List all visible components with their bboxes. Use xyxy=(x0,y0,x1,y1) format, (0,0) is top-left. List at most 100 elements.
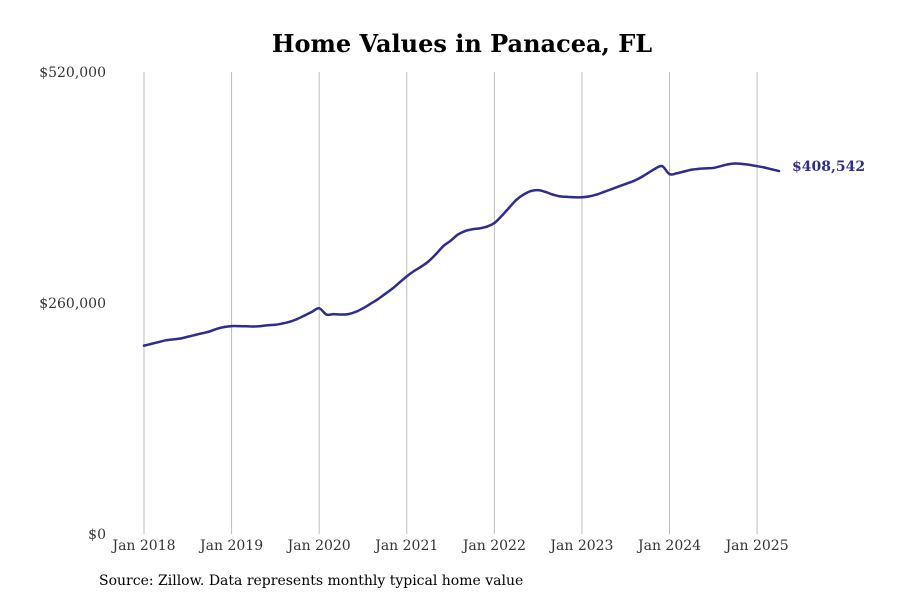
data-point xyxy=(690,168,693,171)
source-note: Source: Zillow. Data represents monthly … xyxy=(99,573,524,589)
data-point xyxy=(770,168,773,171)
data-point xyxy=(179,337,182,340)
data-point xyxy=(653,167,657,171)
data-point xyxy=(712,166,715,170)
data-point xyxy=(442,244,445,248)
data-point xyxy=(536,188,540,192)
data-point xyxy=(347,312,350,316)
data-point xyxy=(463,229,467,233)
gridlines xyxy=(143,72,758,534)
data-point xyxy=(485,225,489,228)
data-point xyxy=(661,164,664,168)
data-point xyxy=(157,340,160,344)
x-tick-label: Jan 2019 xyxy=(198,538,263,554)
data-point xyxy=(449,239,452,243)
data-point xyxy=(456,233,460,236)
data-point xyxy=(266,324,270,327)
data-point xyxy=(507,206,511,210)
data-point xyxy=(515,198,518,202)
data-point xyxy=(172,338,175,341)
data-point xyxy=(609,188,613,191)
end-value-label: $408,542 xyxy=(792,159,865,175)
data-point xyxy=(704,167,708,170)
data-point xyxy=(420,265,423,268)
data-point xyxy=(259,324,262,328)
data-point xyxy=(624,182,627,186)
x-tick-label: Jan 2021 xyxy=(373,538,438,554)
data-point xyxy=(675,172,679,175)
series-points xyxy=(142,162,781,347)
y-axis-ticks: $0 $260,000 $520,000 xyxy=(39,65,106,543)
data-point xyxy=(763,166,766,169)
data-point xyxy=(529,189,533,193)
data-point xyxy=(376,298,379,301)
data-point xyxy=(193,333,197,337)
data-point xyxy=(274,323,277,326)
data-point xyxy=(296,317,299,321)
data-point xyxy=(201,332,204,335)
data-point xyxy=(595,193,598,196)
data-point xyxy=(726,163,730,166)
data-point xyxy=(361,307,365,310)
x-axis-ticks: Jan 2018 Jan 2019 Jan 2020 Jan 2021 Jan 2022… xyxy=(110,538,788,554)
data-point xyxy=(252,325,255,328)
data-point xyxy=(383,292,387,296)
data-point xyxy=(522,193,525,196)
data-point xyxy=(369,302,372,306)
data-point xyxy=(237,324,241,328)
data-point xyxy=(631,180,635,183)
x-tick-label: Jan 2022 xyxy=(461,538,526,554)
y-tick-label: $260,000 xyxy=(39,296,106,312)
data-point xyxy=(741,162,744,166)
data-point xyxy=(412,269,416,273)
data-point xyxy=(617,185,620,188)
data-point xyxy=(682,170,686,173)
data-point xyxy=(639,176,642,179)
data-point xyxy=(551,193,554,196)
data-point xyxy=(317,307,321,310)
data-point xyxy=(588,195,591,198)
data-point xyxy=(281,322,284,325)
data-point xyxy=(777,169,781,173)
data-point xyxy=(734,162,737,165)
x-tick-label: Jan 2025 xyxy=(724,538,789,554)
data-point xyxy=(755,164,759,168)
data-point xyxy=(493,221,496,225)
data-point xyxy=(208,330,211,333)
data-point xyxy=(325,313,328,316)
data-point xyxy=(288,320,292,323)
data-point xyxy=(471,228,474,231)
data-point xyxy=(668,172,671,176)
data-point xyxy=(697,167,700,171)
data-point xyxy=(558,195,562,198)
chart-title: Home Values in Panacea, FL xyxy=(272,29,652,58)
data-point xyxy=(580,196,584,199)
x-tick-label: Jan 2018 xyxy=(110,538,175,554)
y-tick-label: $0 xyxy=(88,527,106,543)
data-point xyxy=(244,325,248,328)
data-point xyxy=(310,310,314,314)
series-line xyxy=(142,162,781,347)
data-point xyxy=(719,164,722,168)
x-tick-label: Jan 2020 xyxy=(286,538,351,554)
data-point xyxy=(339,313,343,316)
data-point xyxy=(142,344,146,347)
data-point xyxy=(405,275,408,278)
data-point xyxy=(398,281,401,284)
data-point xyxy=(230,324,233,328)
data-point xyxy=(427,260,430,263)
data-point xyxy=(164,339,168,342)
data-point xyxy=(303,314,306,317)
data-point xyxy=(748,163,751,167)
data-point xyxy=(215,327,219,330)
x-tick-label: Jan 2024 xyxy=(636,538,701,554)
data-point xyxy=(646,172,649,175)
data-point xyxy=(354,310,357,314)
x-tick-label: Jan 2023 xyxy=(548,538,613,554)
data-point xyxy=(500,214,503,218)
data-point xyxy=(478,227,481,230)
data-point xyxy=(566,195,569,199)
data-point xyxy=(223,325,226,329)
data-point xyxy=(150,342,153,346)
